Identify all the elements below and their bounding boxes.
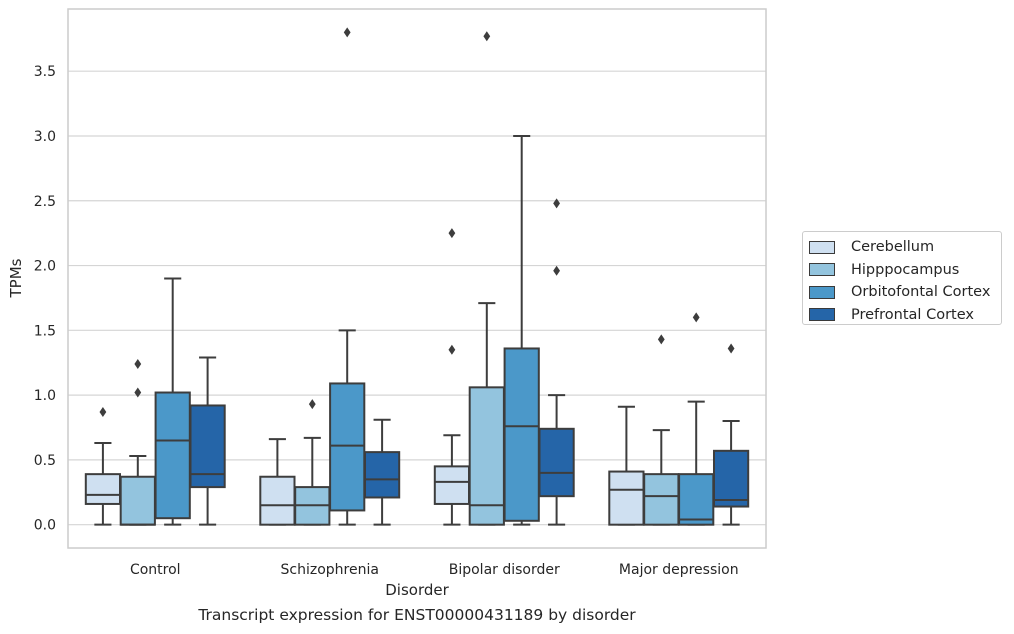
x-tick-label: Control	[130, 562, 181, 578]
box-group	[608, 312, 750, 526]
box	[329, 382, 366, 512]
outlier-point	[134, 359, 142, 370]
box	[154, 391, 191, 520]
y-tick-label: 1.5	[34, 323, 56, 339]
legend-item-hippocampus: Hipppocampus	[809, 259, 1001, 282]
box-groups	[84, 27, 750, 526]
plot-frame	[67, 8, 767, 549]
box	[712, 449, 750, 508]
x-tick-label: Bipolar disorder	[449, 562, 560, 578]
box	[363, 451, 401, 499]
x-axis-label: Disorder	[385, 581, 449, 599]
box	[84, 473, 122, 505]
box-group	[84, 277, 226, 526]
outlier-point	[308, 399, 316, 410]
y-tick-label: 1.0	[34, 388, 56, 404]
box	[433, 465, 471, 505]
outlier-point	[657, 334, 665, 345]
box	[538, 427, 575, 498]
x-tick-label: Schizophrenia	[281, 562, 379, 578]
chart-caption: Transcript expression for ENST0000043118…	[198, 606, 636, 624]
y-tick-label: 0.5	[34, 453, 56, 469]
legend-swatch-hippocampus	[809, 263, 835, 277]
box-group	[259, 27, 401, 526]
outlier-point	[448, 344, 456, 355]
outlier-point	[134, 387, 142, 398]
legend: Cerebellum Hipppocampus Orbitofontal Cor…	[802, 231, 1002, 325]
y-axis-label: TPMs	[7, 258, 25, 298]
x-tick-labels: Control Schizophrenia Bipolar disorder Majo…	[130, 562, 739, 578]
outlier-point	[483, 31, 491, 42]
legend-label-cerebellum: Cerebellum	[851, 239, 935, 256]
box	[678, 473, 715, 526]
y-tick-label: 3.0	[34, 129, 56, 145]
legend-item-cerebellum: Cerebellum	[809, 236, 1001, 259]
outlier-point	[553, 265, 560, 276]
legend-label-prefrontal: Prefrontal Cortex	[851, 306, 974, 323]
outlier-point	[343, 27, 351, 38]
box	[259, 475, 296, 526]
box-group	[433, 31, 575, 526]
legend-swatch-cerebellum	[809, 240, 835, 254]
y-tick-label: 2.5	[34, 194, 56, 210]
outlier-point	[553, 198, 560, 209]
legend-item-prefrontal: Prefrontal Cortex	[809, 304, 1001, 327]
legend-item-orbitofrontal: Orbitofontal Cortex	[809, 281, 1001, 304]
box	[503, 347, 540, 522]
legend-swatch-prefrontal	[809, 308, 835, 322]
y-tick-label: 3.5	[34, 64, 56, 80]
legend-swatch-orbitofrontal	[809, 285, 835, 299]
y-tick-labels: 0.0 0.5 1.0 1.5 2.0 2.5 3.0 3.5	[34, 64, 56, 533]
x-tick-label: Major depression	[619, 562, 739, 578]
legend-label-orbitofrontal: Orbitofontal Cortex	[851, 284, 991, 301]
box	[608, 470, 645, 526]
box	[119, 475, 156, 526]
y-tick-label: 0.0	[34, 518, 56, 534]
outlier-point	[99, 406, 107, 417]
outlier-point	[727, 343, 735, 354]
box	[643, 473, 680, 526]
y-tick-label: 2.0	[34, 259, 56, 275]
outlier-point	[692, 312, 700, 323]
outlier-point	[448, 228, 456, 239]
legend-label-hippocampus: Hipppocampus	[851, 261, 960, 278]
box	[468, 386, 505, 526]
